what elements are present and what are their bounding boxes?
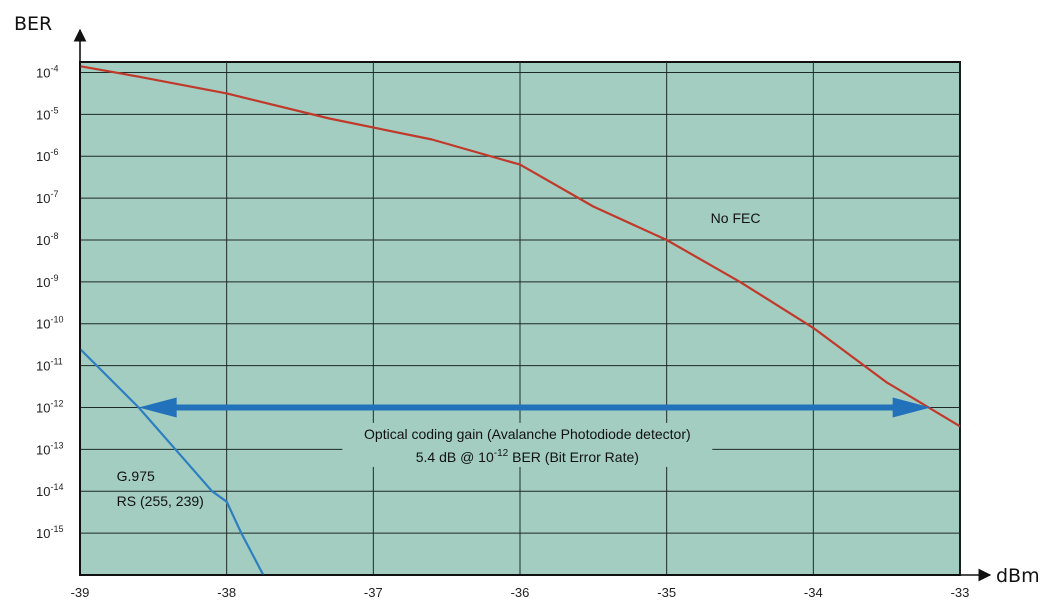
- x-tick-label: -38: [217, 585, 236, 600]
- y-tick-label: 10-13: [36, 440, 63, 457]
- y-tick-base: 10: [36, 107, 50, 122]
- x-axis-title: dBm: [996, 565, 1040, 587]
- g975-rs-curve: [79, 348, 265, 576]
- gain-arrow-right-head: [892, 397, 931, 418]
- g975-label: G.975: [117, 468, 155, 484]
- y-tick-exponent: -6: [50, 147, 58, 157]
- gain-value-text: 5.4 dB @ 10: [416, 449, 494, 465]
- y-tick-label: 10-5: [36, 105, 58, 122]
- y-tick-base: 10: [36, 65, 50, 80]
- y-tick-label: 10-15: [36, 524, 63, 541]
- y-tick-label: 10-12: [36, 398, 63, 415]
- axes: [73, 28, 992, 582]
- y-axis-title: BER: [14, 13, 52, 35]
- gain-arrow-layer: [138, 397, 931, 418]
- y-tick-base: 10: [36, 359, 50, 374]
- y-tick-base: 10: [36, 317, 50, 332]
- y-tick-label: 10-11: [36, 357, 63, 374]
- y-tick-base: 10: [36, 149, 50, 164]
- y-tick-exponent: -9: [50, 273, 58, 283]
- y-tick-label: 10-10: [36, 315, 63, 332]
- no-fec-curve: [79, 65, 961, 428]
- gain-unit-text: BER (Bit Error Rate): [508, 449, 639, 465]
- no-fec-label: No FEC: [711, 210, 761, 226]
- y-tick-exponent: -14: [50, 482, 63, 492]
- y-tick-label: 10-7: [36, 189, 58, 206]
- y-tick-base: 10: [36, 442, 50, 457]
- y-tick-label: 10-8: [36, 231, 58, 248]
- coding-gain-value-label: 5.4 dB @ 10-12 BER (Bit Error Rate): [416, 448, 639, 465]
- y-tick-label: 10-4: [36, 63, 58, 80]
- x-tick-label: -36: [511, 585, 530, 600]
- y-tick-exponent: -12: [50, 398, 63, 408]
- gain-label-background: [342, 422, 713, 467]
- grid-lines: [80, 62, 961, 575]
- y-tick-base: 10: [36, 275, 50, 290]
- y-tick-base: 10: [36, 191, 50, 206]
- x-tick-label: -35: [657, 585, 676, 600]
- y-tick-label: 10-9: [36, 273, 58, 290]
- series-layer: [79, 65, 961, 576]
- y-tick-exponent: -5: [50, 105, 58, 115]
- y-tick-exponent: -15: [50, 524, 63, 534]
- x-tick-label: -37: [364, 585, 383, 600]
- coding-gain-label: Optical coding gain (Avalanche Photodiod…: [364, 426, 691, 442]
- rs-code-label: RS (255, 239): [117, 493, 204, 509]
- y-tick-base: 10: [36, 400, 50, 415]
- y-tick-exponent: -11: [50, 357, 62, 367]
- y-tick-exponent: -13: [50, 440, 63, 450]
- y-tick-exponent: -4: [50, 63, 58, 73]
- y-tick-base: 10: [36, 526, 50, 541]
- gain-exponent: -12: [494, 448, 509, 459]
- x-tick-label: -34: [804, 585, 823, 600]
- y-tick-base: 10: [36, 484, 50, 499]
- tick-labels: -39 -38 -37 -36 -35 -34 -3310-410-510-610-710-…: [36, 63, 969, 600]
- y-tick-label: 10-14: [36, 482, 63, 499]
- gain-arrow-left-head: [138, 397, 177, 418]
- y-tick-exponent: -8: [50, 231, 58, 241]
- y-tick-base: 10: [36, 233, 50, 248]
- y-tick-label: 10-6: [36, 147, 58, 164]
- x-tick-label: -39: [71, 585, 90, 600]
- y-tick-exponent: -10: [50, 315, 63, 325]
- x-tick-label: -33: [951, 585, 970, 600]
- y-tick-exponent: -7: [50, 189, 58, 199]
